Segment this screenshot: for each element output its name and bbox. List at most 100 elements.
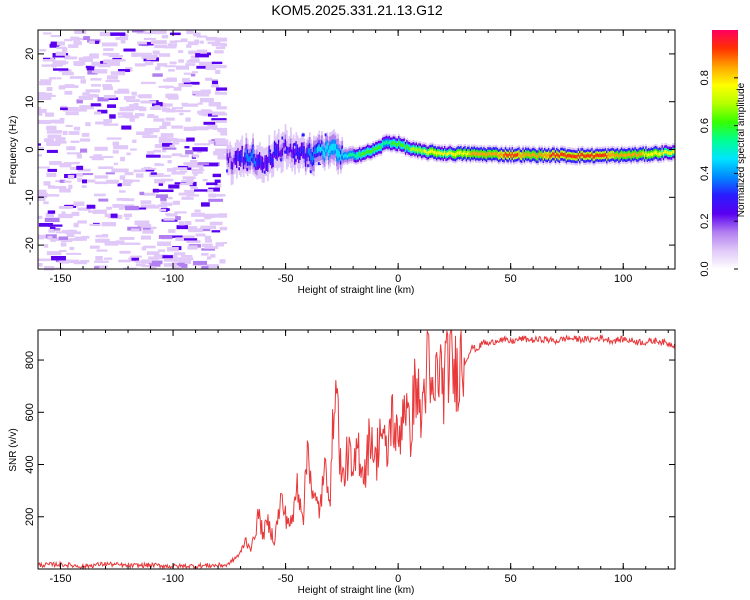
trace-cell: [462, 151, 465, 156]
noise-speckle: [184, 259, 192, 264]
noise-speckle: [179, 235, 195, 239]
noise-speckle: [73, 108, 88, 112]
noise-speckle: [48, 224, 63, 227]
noise-speckle: [211, 111, 225, 116]
noise-speckle: [154, 178, 166, 184]
noise-speckle: [93, 40, 100, 44]
trace-cell: [330, 144, 333, 151]
trace-cell: [661, 149, 664, 154]
noise-speckle: [146, 115, 159, 119]
noise-speckle: [177, 257, 194, 261]
trace-speckle: [278, 153, 282, 157]
noise-speckle: [186, 44, 192, 48]
trace-cell: [371, 149, 373, 154]
noise-speckle: [141, 56, 157, 59]
noise-speckle: [153, 149, 162, 153]
trace-cell: [384, 141, 387, 145]
noise-speckle: [149, 173, 164, 177]
noise-speckle: [118, 207, 124, 210]
trace-cell: [344, 154, 346, 158]
noise-speckle: [118, 115, 133, 118]
trace-cell: [373, 148, 376, 152]
trace-cell: [285, 145, 288, 154]
noise-speckle: [157, 241, 172, 246]
trace-cell: [427, 151, 430, 155]
trace-cell: [542, 154, 545, 159]
trace-cell: [618, 154, 620, 159]
noise-speckle: [183, 81, 200, 85]
noise-speckle: [169, 144, 176, 148]
trace-cell: [607, 152, 610, 157]
trace-cell: [364, 151, 367, 156]
noise-speckle: [175, 237, 190, 242]
trace-speckle: [324, 133, 328, 137]
noise-speckle: [107, 104, 117, 108]
noise-speckle: [94, 260, 109, 263]
trace-cell: [418, 147, 421, 152]
noise-speckle: [109, 114, 116, 119]
noise-speckle: [99, 31, 111, 37]
trace-cell: [229, 152, 231, 158]
noise-speckle: [150, 172, 157, 175]
noise-speckle: [43, 32, 52, 35]
noise-speckle: [155, 194, 168, 198]
noise-speckle: [146, 57, 156, 61]
trace-cell: [543, 152, 546, 157]
noise-speckle: [49, 161, 62, 166]
trace-cell: [372, 147, 375, 152]
noise-speckle: [95, 256, 103, 261]
noise-speckle: [154, 256, 165, 260]
trace-cell: [587, 153, 589, 158]
noise-speckle: [211, 84, 220, 88]
trace-cell: [277, 144, 280, 153]
trace-cell: [503, 154, 506, 158]
snr-xlabel: Height of straight line (km): [298, 585, 415, 596]
noise-speckle: [200, 225, 217, 230]
y-tick-label: 800: [24, 351, 36, 369]
noise-speckle: [186, 80, 191, 83]
trace-cell: [600, 153, 603, 158]
noise-speckle: [110, 71, 126, 76]
noise-speckle: [211, 230, 221, 233]
noise-speckle: [104, 241, 116, 246]
noise-speckle: [38, 189, 47, 195]
trace-cell: [541, 152, 543, 156]
noise-speckle: [46, 125, 57, 131]
noise-speckle: [167, 160, 172, 164]
y-tick-label: -20: [24, 237, 36, 253]
trace-cell: [257, 158, 260, 166]
y-tick-label: 400: [24, 455, 36, 473]
noise-speckle: [97, 63, 111, 68]
noise-speckle: [90, 103, 101, 107]
noise-speckle: [145, 31, 162, 35]
noise-speckle: [137, 94, 150, 98]
noise-speckle: [38, 154, 43, 157]
trace-cell: [350, 153, 353, 157]
trace-cell: [575, 155, 577, 159]
trace-cell: [665, 149, 668, 154]
noise-speckle: [159, 125, 167, 130]
noise-speckle: [163, 103, 173, 107]
trace-cell: [583, 154, 585, 158]
trace-cell: [345, 153, 348, 158]
noise-speckle: [38, 262, 43, 267]
noise-speckle: [91, 61, 98, 67]
noise-speckle: [185, 149, 194, 155]
trace-cell: [461, 152, 464, 157]
trace-cell: [631, 152, 634, 156]
noise-speckle: [55, 180, 63, 183]
noise-speckle: [135, 263, 146, 267]
noise-speckle: [161, 148, 167, 153]
trace-cell: [252, 149, 254, 158]
noise-speckle: [160, 197, 167, 201]
trace-cell: [333, 143, 335, 151]
noise-speckle: [39, 80, 52, 86]
snr-panel: -150 -100 -50 0 50 100 200 400 600 800 Height of …: [8, 329, 676, 596]
noise-speckle: [66, 146, 72, 151]
colorbar-label: Normalized spectral amplitude: [736, 82, 747, 217]
noise-speckle: [207, 124, 218, 130]
noise-speckle: [49, 226, 56, 229]
trace-cell: [300, 146, 303, 153]
trace-cell: [375, 146, 377, 151]
